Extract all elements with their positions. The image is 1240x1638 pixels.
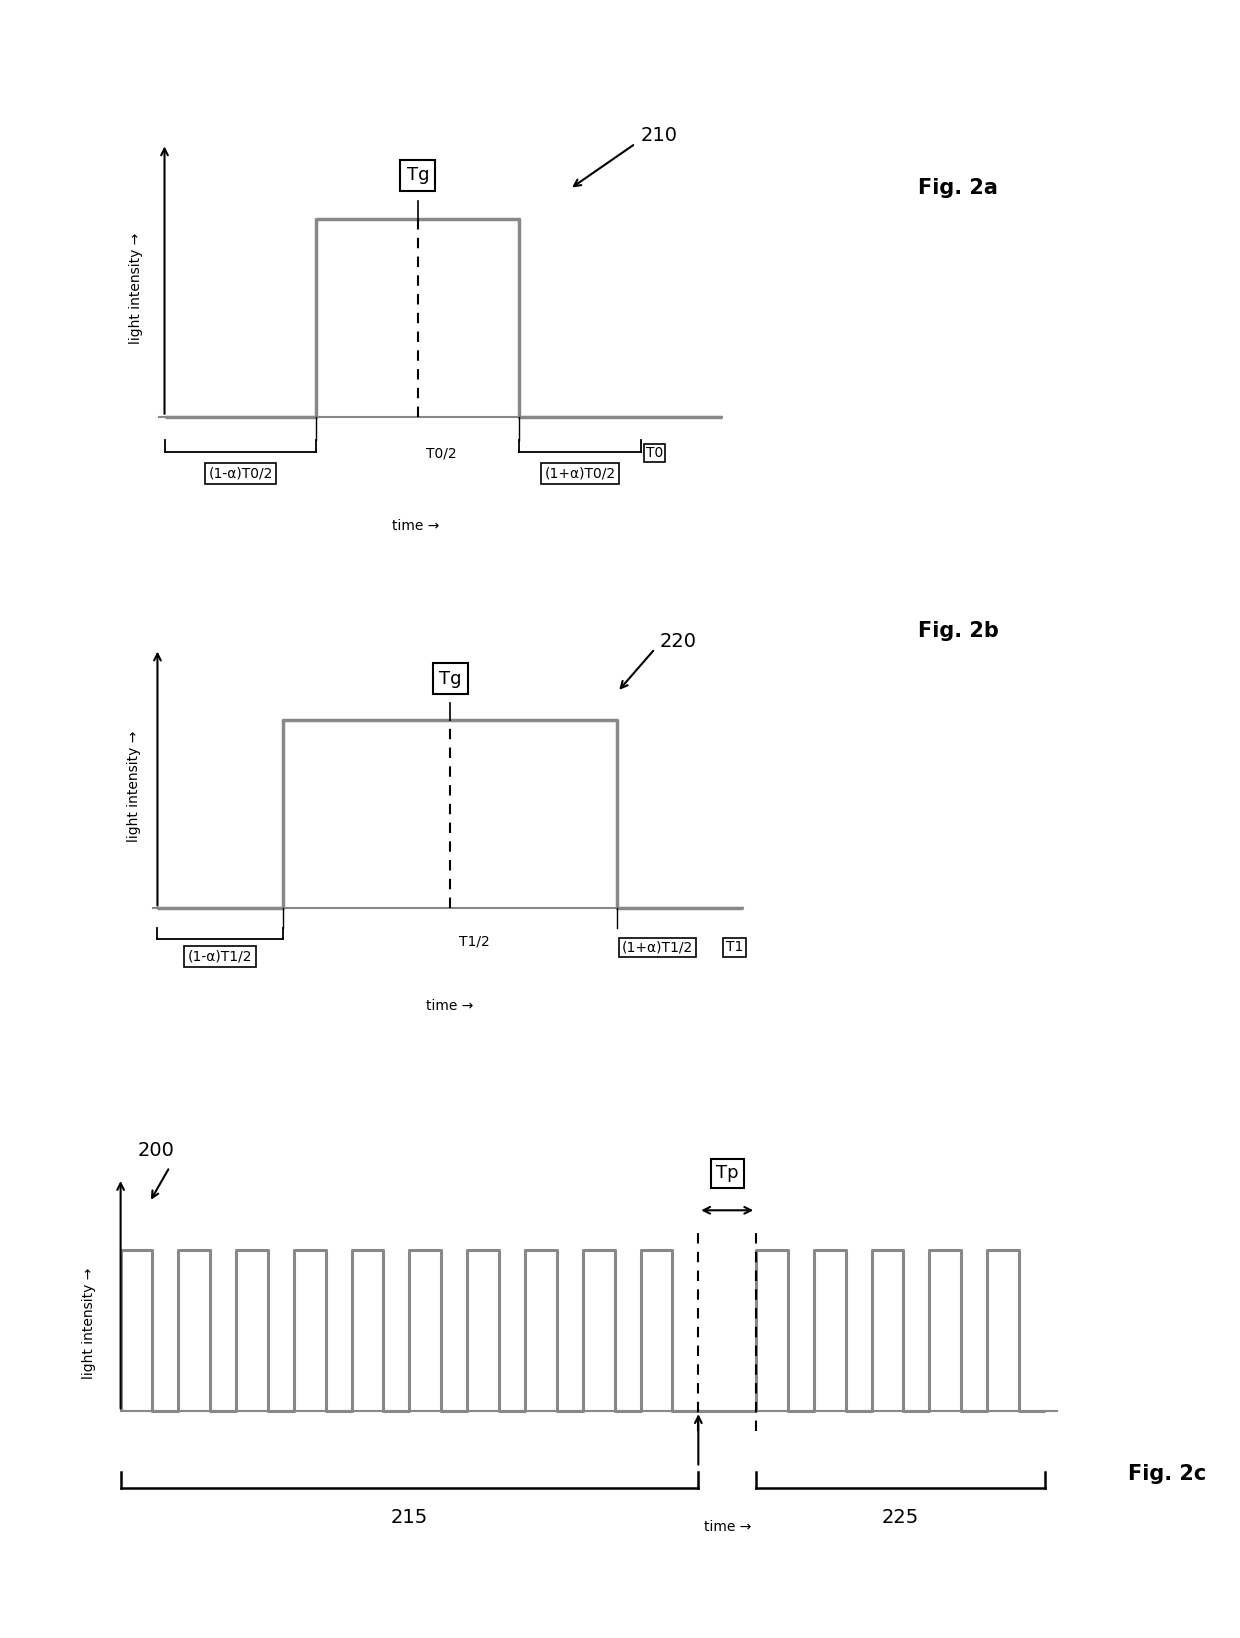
- Text: 210: 210: [641, 126, 677, 146]
- Text: light intensity →: light intensity →: [129, 233, 143, 344]
- Text: time →: time →: [392, 519, 439, 532]
- Text: 215: 215: [391, 1507, 428, 1527]
- Text: light intensity →: light intensity →: [82, 1268, 95, 1379]
- Text: (1-α)T0/2: (1-α)T0/2: [208, 467, 273, 480]
- Text: Tg: Tg: [407, 165, 429, 183]
- Text: Fig. 2b: Fig. 2b: [918, 621, 998, 640]
- Text: T0: T0: [646, 446, 663, 460]
- Text: time →: time →: [703, 1520, 751, 1535]
- Text: Tg: Tg: [439, 670, 461, 688]
- Text: (1-α)T1/2: (1-α)T1/2: [188, 950, 253, 963]
- Text: Tp: Tp: [715, 1165, 739, 1183]
- Text: (1+α)T0/2: (1+α)T0/2: [544, 467, 615, 480]
- Text: T1/2: T1/2: [459, 935, 490, 948]
- Text: T0/2: T0/2: [425, 446, 456, 460]
- Text: Fig. 2c: Fig. 2c: [1128, 1464, 1207, 1484]
- Text: light intensity →: light intensity →: [126, 731, 141, 842]
- Text: Fig. 2a: Fig. 2a: [918, 179, 997, 198]
- Text: 200: 200: [138, 1142, 175, 1160]
- Text: 220: 220: [660, 632, 696, 650]
- Text: 225: 225: [882, 1507, 919, 1527]
- Text: (1+α)T1/2: (1+α)T1/2: [621, 940, 693, 955]
- Text: T1: T1: [727, 940, 744, 955]
- Text: time →: time →: [427, 999, 474, 1014]
